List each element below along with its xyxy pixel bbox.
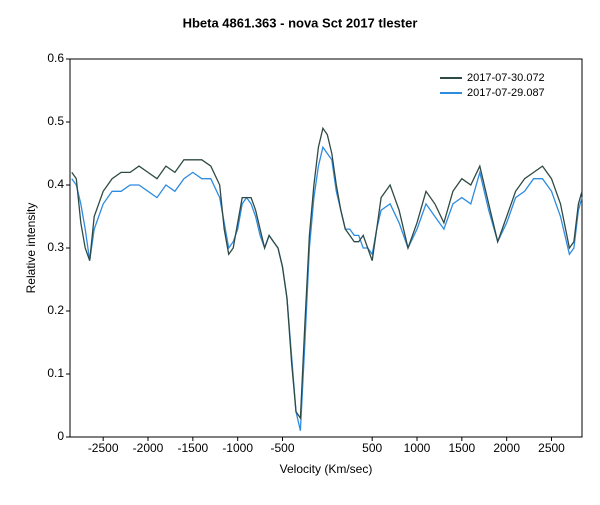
y-tick-label: 0.4 — [47, 177, 64, 191]
x-tick-label: 2000 — [493, 441, 520, 455]
y-tick-label: 0 — [57, 429, 64, 443]
chart-title: Hbeta 4861.363 - nova Sct 2017 tlester — [183, 15, 418, 30]
x-axis-label: Velocity (Km/sec) — [280, 462, 373, 476]
x-tick-label: -1000 — [222, 441, 253, 455]
y-axis-label: Relative intensity — [24, 203, 38, 294]
y-tick-label: 0.6 — [47, 51, 64, 65]
x-tick-label: -1500 — [177, 441, 208, 455]
series-line — [71, 145, 583, 431]
y-tick-label: 0.5 — [47, 114, 64, 128]
legend-label: 2017-07-30.072 — [467, 72, 545, 84]
series-line — [71, 126, 583, 421]
legend-label: 2017-07-29.087 — [467, 87, 545, 99]
x-tick-label: 500 — [362, 441, 382, 455]
x-tick-label: -500 — [270, 441, 294, 455]
x-tick-label: -2500 — [88, 441, 119, 455]
x-tick-label: 2500 — [538, 441, 565, 455]
x-tick-label: -2000 — [133, 441, 164, 455]
y-tick-label: 0.3 — [47, 240, 64, 254]
y-tick-label: 0.1 — [47, 366, 64, 380]
x-tick-label: 1500 — [448, 441, 475, 455]
y-tick-label: 0.2 — [47, 303, 64, 317]
x-tick-label: 1000 — [404, 441, 431, 455]
